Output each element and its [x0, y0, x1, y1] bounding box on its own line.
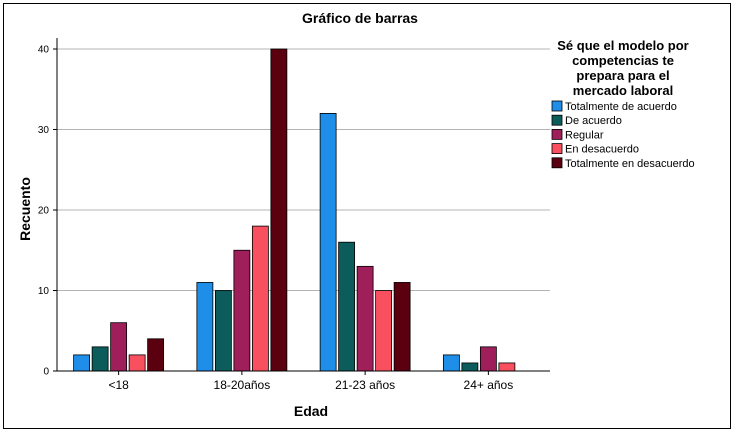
y-tick-label: 10 — [38, 286, 50, 297]
legend-title-line: competencias te — [572, 53, 674, 68]
legend-label: Totalmente de acuerdo — [565, 101, 677, 113]
x-tick-label: 21-23 años — [335, 378, 395, 392]
x-tick-label: 24+ años — [464, 378, 514, 392]
axes: 0 10 20 30 40 <18 18-20años 21-23 años 24+ años — [38, 38, 550, 392]
bar-en-desacuerdo-1 — [251, 225, 269, 372]
bar-regular-2 — [356, 265, 374, 372]
y-tick-label: 0 — [43, 367, 49, 378]
legend-label: Totalmente en desacuerdo — [565, 158, 695, 170]
chart-title: Gráfico de barras — [302, 10, 418, 26]
bar-totalmente-en-desacuerdo-1 — [270, 48, 288, 372]
bar-totalmente-en-desacuerdo-2 — [393, 282, 411, 372]
legend-title-line: prepara para el — [576, 68, 669, 83]
bar-de-acuerdo-0 — [91, 346, 109, 372]
bar-en-desacuerdo-0 — [128, 354, 146, 372]
bar-de-acuerdo-1 — [214, 290, 232, 372]
bar-en-desacuerdo-3 — [498, 362, 516, 372]
bar-regular-0 — [110, 322, 128, 372]
legend-label: En desacuerdo — [565, 144, 639, 156]
bar-regular-3 — [479, 346, 497, 372]
x-tick-label: 18-20años — [214, 378, 271, 392]
bar-de-acuerdo-2 — [338, 241, 356, 372]
x-tick-label: <18 — [108, 378, 129, 392]
y-axis-title: Recuento — [17, 177, 33, 241]
legend-swatch — [551, 128, 563, 140]
y-tick-label: 40 — [38, 45, 50, 56]
bar-totalmente-de-acuerdo-2 — [319, 113, 337, 372]
bar-regular-1 — [233, 249, 251, 372]
bar-en-desacuerdo-2 — [375, 290, 393, 372]
grid-lines — [57, 48, 550, 291]
legend-swatch — [551, 100, 563, 112]
y-tick-label: 20 — [38, 206, 50, 217]
legend-label: De acuerdo — [565, 115, 622, 127]
legend-title-line: Sé que el modelo por — [557, 38, 688, 53]
legend-swatch — [551, 114, 563, 126]
bar-de-acuerdo-3 — [461, 362, 479, 372]
bar-totalmente-de-acuerdo-1 — [196, 282, 214, 372]
bars — [73, 48, 516, 372]
x-axis-title: Edad — [294, 403, 328, 419]
y-tick-label: 30 — [38, 125, 50, 136]
bar-totalmente-de-acuerdo-0 — [73, 354, 91, 372]
legend-swatch — [551, 143, 563, 155]
legend-swatch — [551, 157, 563, 169]
bar-totalmente-en-desacuerdo-0 — [147, 338, 165, 372]
legend-title-line: mercado laboral — [573, 83, 673, 98]
legend-label: Regular — [565, 129, 604, 141]
bar-totalmente-de-acuerdo-3 — [442, 354, 460, 372]
